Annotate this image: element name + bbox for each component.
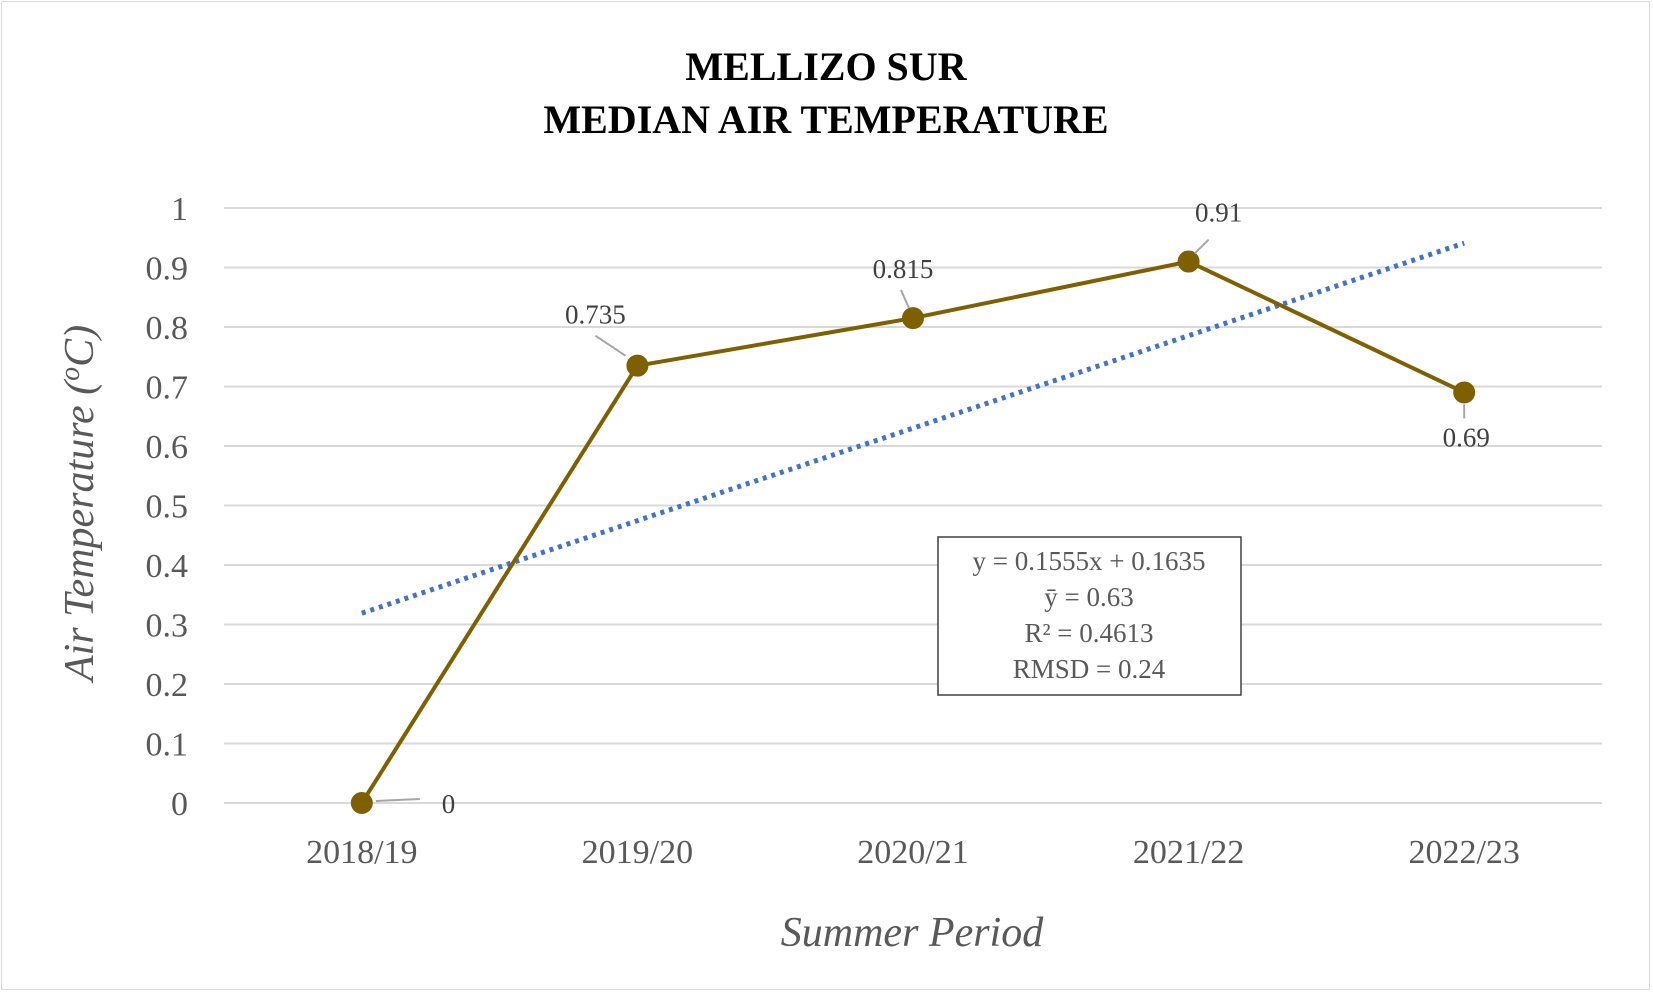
y-tick-label: 0.4 xyxy=(146,548,189,585)
data-label: 0.815 xyxy=(873,254,934,284)
y-tick-label: 0.8 xyxy=(146,310,189,347)
data-point xyxy=(1453,381,1476,404)
y-tick-label: 0.1 xyxy=(146,727,189,764)
y-tick-label: 0 xyxy=(171,786,188,823)
series-temperature xyxy=(350,250,1476,814)
x-tick-label: 2020/21 xyxy=(857,834,968,871)
stats-box-border xyxy=(937,536,1242,696)
data-label-leader xyxy=(594,334,626,357)
trendline xyxy=(361,240,1465,616)
y-tick-label: 0.7 xyxy=(146,370,189,407)
stats-rmsd: RMSD = 0.24 xyxy=(1013,654,1166,684)
stats-mean: ȳ = 0.63 xyxy=(1044,582,1133,612)
data-label: 0 xyxy=(442,789,456,819)
trendline-path xyxy=(361,240,1465,616)
data-point xyxy=(1177,250,1200,273)
x-tick-label: 2021/22 xyxy=(1133,834,1244,871)
chart-title-line-1: MELLIZO SUR xyxy=(685,44,967,89)
series-line xyxy=(360,259,1466,805)
data-label: 0.735 xyxy=(565,300,626,330)
x-tick-labels: 2018/19 2019/20 2020/21 2021/22 2022/23 xyxy=(306,834,1520,871)
y-tick-label: 0.6 xyxy=(146,429,189,466)
x-tick-label: 2019/20 xyxy=(582,834,693,871)
chart-title-line-2: MEDIAN AIR TEMPERATURE xyxy=(543,97,1108,142)
gridlines xyxy=(224,207,1602,804)
x-tick-label: 2018/19 xyxy=(306,834,417,871)
y-axis-title: Air Temperature (oC) xyxy=(55,325,103,684)
y-tick-label: 0.3 xyxy=(146,608,189,645)
data-point xyxy=(902,307,924,330)
data-point xyxy=(626,354,649,377)
y-tick-label: 0.5 xyxy=(146,489,189,526)
stats-box: y = 0.1555x + 0.1635 ȳ = 0.63 R² = 0.461… xyxy=(937,536,1242,696)
data-label: 0.69 xyxy=(1443,422,1490,452)
data-labels: 0 0.735 0.815 0.91 0.69 xyxy=(375,198,1490,819)
data-label: 0.91 xyxy=(1195,198,1242,228)
data-label-leader xyxy=(1193,238,1210,255)
data-point xyxy=(350,792,373,814)
y-tick-labels: 0 0.1 0.2 0.3 0.4 0.5 0.6 0.7 0.8 0.9 1 xyxy=(146,191,189,823)
y-tick-label: 1 xyxy=(171,191,188,228)
x-axis-title: Summer Period xyxy=(781,910,1044,956)
stats-r-squared: R² = 0.4613 xyxy=(1024,618,1153,648)
y-tick-label: 0.9 xyxy=(146,251,189,288)
data-label-leader xyxy=(375,798,420,802)
data-label-leader xyxy=(900,289,910,309)
y-tick-label: 0.2 xyxy=(146,667,189,704)
x-tick-label: 2022/23 xyxy=(1408,834,1519,871)
stats-equation: y = 0.1555x + 0.1635 xyxy=(973,546,1206,576)
